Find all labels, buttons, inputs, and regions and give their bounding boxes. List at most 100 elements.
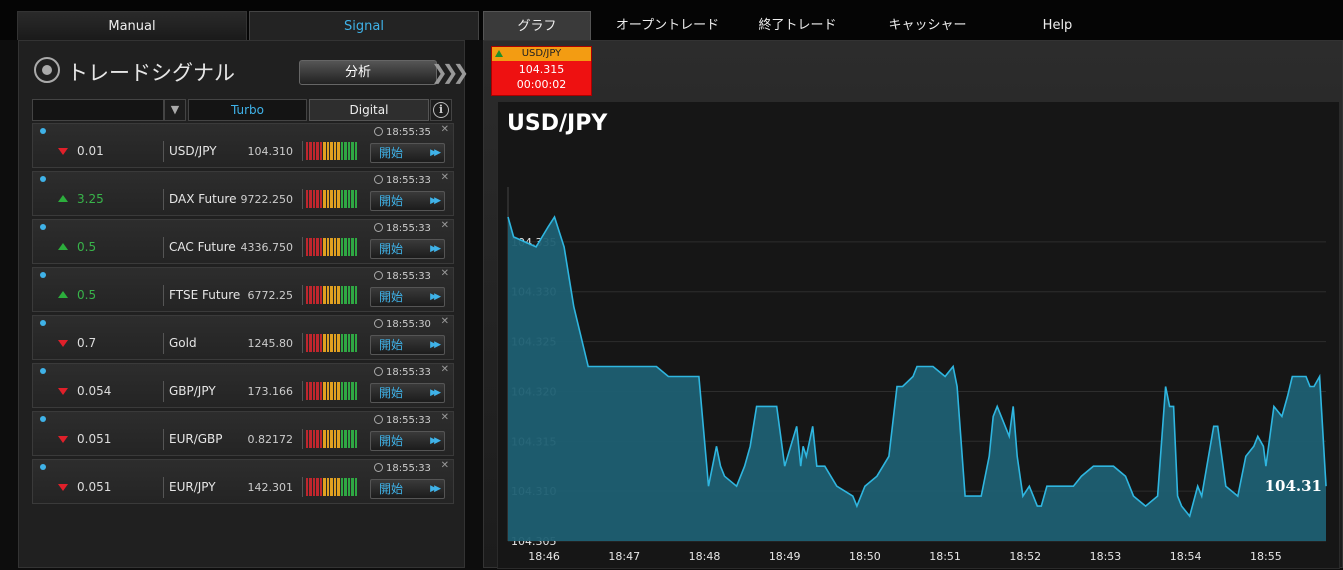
x-tick-label: 18:51 — [929, 550, 961, 563]
signal-time: 18:55:33 — [386, 223, 431, 234]
meter-bar — [340, 430, 344, 448]
meter-bar — [330, 142, 333, 160]
start-label: 開始 — [379, 242, 404, 256]
signal-asset: FTSE Future — [169, 288, 241, 302]
close-icon[interactable]: ✕ — [440, 412, 449, 423]
start-label: 開始 — [379, 386, 404, 400]
meter-bar — [326, 142, 330, 160]
start-label: 開始 — [379, 482, 404, 496]
meter-bar — [326, 334, 330, 352]
signals-panel: トレードシグナル 分析 ❯❯❯ ▼ Turbo Digital i ✕ 18:55… — [18, 40, 469, 568]
meter-bar — [347, 190, 351, 208]
meter-bar — [344, 430, 347, 448]
tab-open-trades[interactable]: オープントレード — [615, 18, 720, 33]
play-icon: ▶▶ — [430, 484, 441, 494]
meter-bar — [326, 478, 330, 496]
chevrons-right-icon: ❯❯❯ — [431, 60, 469, 84]
meter-bar — [351, 382, 354, 400]
meter-bar — [306, 286, 309, 304]
analyze-button[interactable]: 分析 — [299, 60, 437, 85]
meter-bar — [316, 334, 319, 352]
meter-bar — [337, 334, 340, 352]
meter-bar — [323, 430, 326, 448]
price-chart: 104.335104.330104.325104.320104.315104.3… — [497, 101, 1340, 569]
meter-bar — [347, 238, 351, 256]
tab-help[interactable]: Help — [1042, 18, 1073, 33]
chart-panel: USD/JPY 104.315 00:00:02 104.335104.3301… — [483, 40, 1343, 569]
divider — [163, 141, 164, 162]
meter-bar — [354, 382, 358, 400]
meter-bar — [316, 478, 319, 496]
close-icon[interactable]: ✕ — [440, 364, 449, 375]
meter-bar — [337, 430, 340, 448]
close-icon[interactable]: ✕ — [440, 316, 449, 327]
signal-value: 0.7 — [77, 336, 97, 350]
divider — [163, 477, 164, 498]
meter-bar — [319, 382, 323, 400]
start-button[interactable]: 開始 ▶▶ — [370, 479, 445, 499]
signal-row[interactable]: ✕ 18:55:30 0.7 Gold 1245.80 開始 ▶▶ — [32, 315, 454, 360]
close-icon[interactable]: ✕ — [440, 124, 449, 135]
signal-time-wrap: 18:55:33 — [374, 463, 431, 474]
signal-row[interactable]: ✕ 18:55:33 0.051 EUR/GBP 0.82172 開始 ▶▶ — [32, 411, 454, 456]
start-button[interactable]: 開始 ▶▶ — [370, 287, 445, 307]
start-button[interactable]: 開始 ▶▶ — [370, 335, 445, 355]
close-icon[interactable]: ✕ — [440, 172, 449, 183]
meter-bar — [309, 382, 312, 400]
divider — [163, 237, 164, 258]
meter-bar — [340, 286, 344, 304]
close-icon[interactable]: ✕ — [440, 268, 449, 279]
signal-asset: EUR/JPY — [169, 480, 216, 494]
info-button[interactable]: i — [430, 99, 452, 121]
meter-bar — [340, 382, 344, 400]
meter-bar — [319, 142, 323, 160]
active-ticker[interactable]: USD/JPY 104.315 00:00:02 — [491, 46, 592, 96]
asset-filter-select[interactable] — [32, 99, 164, 121]
chevron-down-icon[interactable]: ▼ — [164, 99, 186, 121]
x-tick-label: 18:48 — [689, 550, 721, 563]
meter-bar — [309, 478, 312, 496]
tab-cashier[interactable]: キャッシャー — [888, 18, 967, 33]
signal-value: 0.054 — [77, 384, 112, 398]
meter-bar — [319, 430, 323, 448]
strength-meter — [302, 285, 358, 305]
signal-row[interactable]: ✕ 18:55:33 0.5 FTSE Future 6772.25 開始 ▶▶ — [32, 267, 454, 312]
meter-bar — [306, 142, 309, 160]
signal-value: 0.01 — [77, 144, 104, 158]
play-icon: ▶▶ — [430, 292, 441, 302]
strength-meter — [302, 381, 358, 401]
chart-title: USD/JPY — [507, 111, 608, 136]
start-button[interactable]: 開始 ▶▶ — [370, 143, 445, 163]
close-icon[interactable]: ✕ — [440, 220, 449, 231]
tab-graph[interactable]: グラフ — [483, 11, 591, 40]
down-arrow-icon — [58, 148, 68, 155]
status-dot-icon — [40, 320, 46, 326]
start-button[interactable]: 開始 ▶▶ — [370, 191, 445, 211]
strength-meter — [302, 141, 358, 161]
play-icon: ▶▶ — [430, 244, 441, 254]
tab-signal[interactable]: Signal — [249, 11, 479, 40]
signal-row[interactable]: ✕ 18:55:33 0.5 CAC Future 4336.750 開始 ▶▶ — [32, 219, 454, 264]
divider — [163, 429, 164, 450]
meter-bar — [326, 382, 330, 400]
meter-bar — [333, 286, 337, 304]
close-icon[interactable]: ✕ — [440, 460, 449, 471]
signal-row[interactable]: ✕ 18:55:33 0.051 EUR/JPY 142.301 開始 ▶▶ — [32, 459, 454, 504]
meter-bar — [326, 190, 330, 208]
filter-digital[interactable]: Digital — [309, 99, 429, 121]
signal-row[interactable]: ✕ 18:55:33 3.25 DAX Future 9722.250 開始 ▶▶ — [32, 171, 454, 216]
meter-bar — [312, 286, 316, 304]
signal-value: 0.051 — [77, 480, 112, 494]
start-button[interactable]: 開始 ▶▶ — [370, 383, 445, 403]
start-button[interactable]: 開始 ▶▶ — [370, 431, 445, 451]
signal-row[interactable]: ✕ 18:55:35 0.01 USD/JPY 104.310 開始 ▶▶ — [32, 123, 454, 168]
meter-bar — [340, 334, 344, 352]
start-button[interactable]: 開始 ▶▶ — [370, 239, 445, 259]
meter-bar — [330, 478, 333, 496]
play-icon: ▶▶ — [430, 196, 441, 206]
tab-manual[interactable]: Manual — [17, 11, 247, 40]
signal-row[interactable]: ✕ 18:55:33 0.054 GBP/JPY 173.166 開始 ▶▶ — [32, 363, 454, 408]
meter-bar — [309, 430, 312, 448]
filter-turbo[interactable]: Turbo — [188, 99, 307, 121]
tab-closed-trades[interactable]: 終了トレード — [758, 18, 837, 33]
